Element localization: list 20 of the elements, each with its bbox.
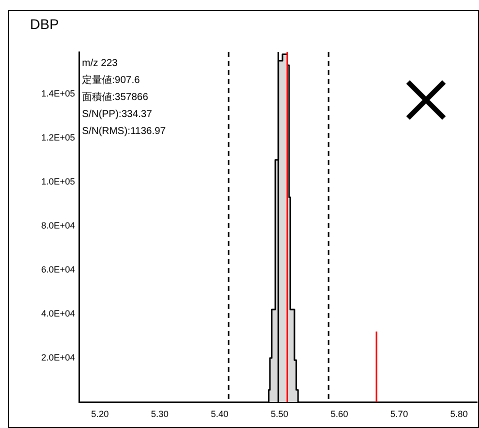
y-tick-label: 2.0E+04 [41,352,75,362]
annotation: S/N(RMS):1136.97 [82,125,166,139]
chart-title: DBP [30,16,59,32]
y-tick-label: 4.0E+04 [41,308,75,318]
annotation: 面積値:357866 [82,90,150,105]
x-tick-label: 5.80 [450,408,468,419]
y-tick-label: 1.4E+05 [41,88,75,98]
y-tick-label: 1.0E+05 [41,176,75,186]
y-tick-label: 1.2E+05 [41,132,75,142]
annotation: S/N(PP):334.37 [82,108,154,122]
x-tick-label: 5.60 [330,408,348,419]
x-tick-label: 5.20 [91,408,109,419]
x-tick-label: 5.50 [270,408,288,419]
x-tick-label: 5.40 [210,408,228,419]
y-tick-label: 6.0E+04 [41,264,75,274]
annotation: 定量値:907.6 [82,74,141,88]
x-tick-label: 5.30 [151,408,169,419]
annotation: m/z 223 [82,57,119,71]
y-tick-label: 8.0E+04 [41,220,75,230]
x-tick-label: 5.70 [390,408,408,419]
